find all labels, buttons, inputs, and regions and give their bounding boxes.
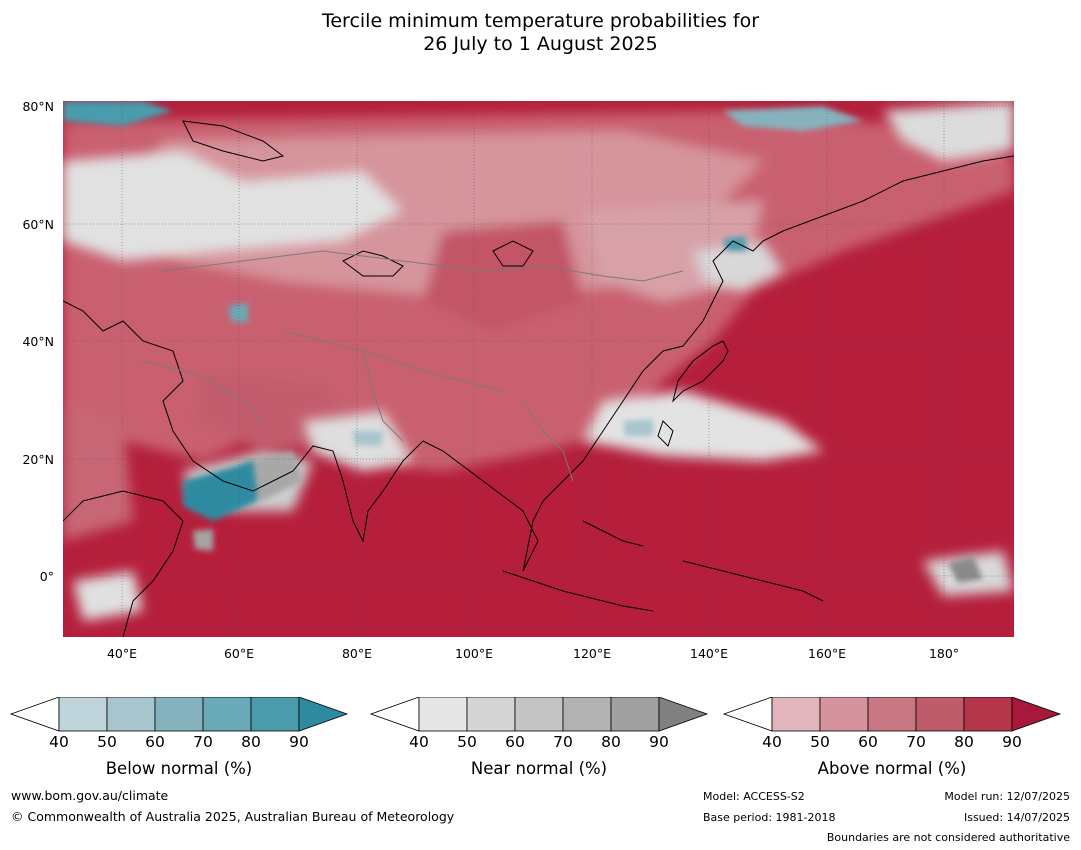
colorbar-below-normal xyxy=(9,696,350,737)
colorbar-below-tick: 50 xyxy=(97,733,117,751)
lon-label-160e: 160°E xyxy=(807,646,847,661)
colorbar-below-normal-band xyxy=(202,696,252,732)
lat-label-60n: 60°N xyxy=(22,217,54,232)
colorbar-below-tick: 40 xyxy=(49,733,69,751)
copyright-text: © Commonwealth of Australia 2025, Austra… xyxy=(11,809,455,824)
colorbar-above-normal-band xyxy=(771,696,821,732)
colorbar-near-normal-max-arrow xyxy=(658,696,709,732)
colorbar-below-normal-band xyxy=(250,696,300,732)
colorbar-near-tick: 50 xyxy=(457,733,477,751)
colorbar-near-normal-svg xyxy=(369,696,709,732)
map-title-line2: 26 July to 1 August 2025 xyxy=(423,33,658,55)
colorbar-above-normal-max-arrow xyxy=(1011,696,1062,732)
colorbar-near-normal-min-arrow xyxy=(369,696,420,732)
colorbar-above-tick: 70 xyxy=(906,733,926,751)
base-period-text: Base period: 1981-2018 xyxy=(703,811,836,824)
colorbar-near-tick: 40 xyxy=(409,733,429,751)
colorbar-near-normal-band xyxy=(418,696,468,732)
disclaimer-text: Boundaries are not considered authoritat… xyxy=(826,831,1070,844)
colorbar-near-normal-band xyxy=(466,696,516,732)
lat-label-20n: 20°N xyxy=(22,452,54,467)
colorbar-above-tick: 80 xyxy=(954,733,974,751)
lon-label-120e: 120°E xyxy=(572,646,612,661)
lat-label-equator: 0° xyxy=(39,569,54,584)
colorbar-near-normal-band xyxy=(610,696,660,732)
lon-label-60e: 60°E xyxy=(223,646,255,661)
graticule xyxy=(63,101,1014,637)
colorbar-below-normal-band xyxy=(154,696,204,732)
colorbar-near-normal xyxy=(369,696,710,737)
colorbar-below-tick: 70 xyxy=(193,733,213,751)
colorbar-above-normal-min-arrow xyxy=(722,696,773,732)
map-title-line1: Tercile minimum temperature probabilitie… xyxy=(321,10,760,32)
lon-label-40e: 40°E xyxy=(106,646,138,661)
colorbar-below-normal-svg xyxy=(9,696,349,732)
colorbar-near-normal-label: Near normal (%) xyxy=(470,759,608,778)
lon-label-80e: 80°E xyxy=(341,646,373,661)
lat-label-80n: 80°N xyxy=(22,99,54,114)
lat-label-40n: 40°N xyxy=(22,334,54,349)
colorbar-below-tick: 90 xyxy=(289,733,309,751)
colorbar-near-normal-band xyxy=(514,696,564,732)
colorbar-below-normal-band xyxy=(58,696,108,732)
lon-label-140e: 140°E xyxy=(689,646,729,661)
colorbar-near-tick: 80 xyxy=(601,733,621,751)
map-title: Tercile minimum temperature probabilitie… xyxy=(0,10,1081,56)
colorbar-near-tick: 60 xyxy=(505,733,525,751)
probability-map xyxy=(63,101,1014,637)
colorbar-above-normal-band xyxy=(915,696,965,732)
country-borders xyxy=(142,250,684,482)
website-link[interactable]: www.bom.gov.au/climate xyxy=(11,788,169,803)
model-text: Model: ACCESS-S2 xyxy=(703,790,805,803)
colorbar-below-normal-max-arrow xyxy=(298,696,349,732)
coastlines xyxy=(63,120,1014,637)
lon-label-100e: 100°E xyxy=(454,646,494,661)
colorbar-above-normal xyxy=(722,696,1063,737)
colorbar-below-normal-min-arrow xyxy=(9,696,60,732)
colorbar-near-tick: 70 xyxy=(553,733,573,751)
colorbar-below-normal-band xyxy=(106,696,156,732)
colorbar-above-normal-band xyxy=(819,696,869,732)
colorbar-below-tick: 80 xyxy=(241,733,261,751)
colorbar-near-tick: 90 xyxy=(649,733,669,751)
colorbar-above-normal-band xyxy=(963,696,1013,732)
map-svg xyxy=(63,101,1014,637)
colorbar-above-tick: 60 xyxy=(858,733,878,751)
colorbar-below-tick: 60 xyxy=(145,733,165,751)
colorbar-above-normal-label: Above normal (%) xyxy=(817,759,967,778)
model-run-text: Model run: 12/07/2025 xyxy=(944,790,1070,803)
colorbar-above-tick: 50 xyxy=(810,733,830,751)
colorbar-above-tick: 90 xyxy=(1002,733,1022,751)
lon-label-180: 180° xyxy=(928,646,960,661)
colorbar-above-normal-svg xyxy=(722,696,1062,732)
colorbar-above-tick: 40 xyxy=(762,733,782,751)
colorbar-below-normal-label: Below normal (%) xyxy=(105,759,253,778)
issued-text: Issued: 14/07/2025 xyxy=(963,811,1070,824)
colorbar-above-normal-band xyxy=(867,696,917,732)
colorbar-near-normal-band xyxy=(562,696,612,732)
